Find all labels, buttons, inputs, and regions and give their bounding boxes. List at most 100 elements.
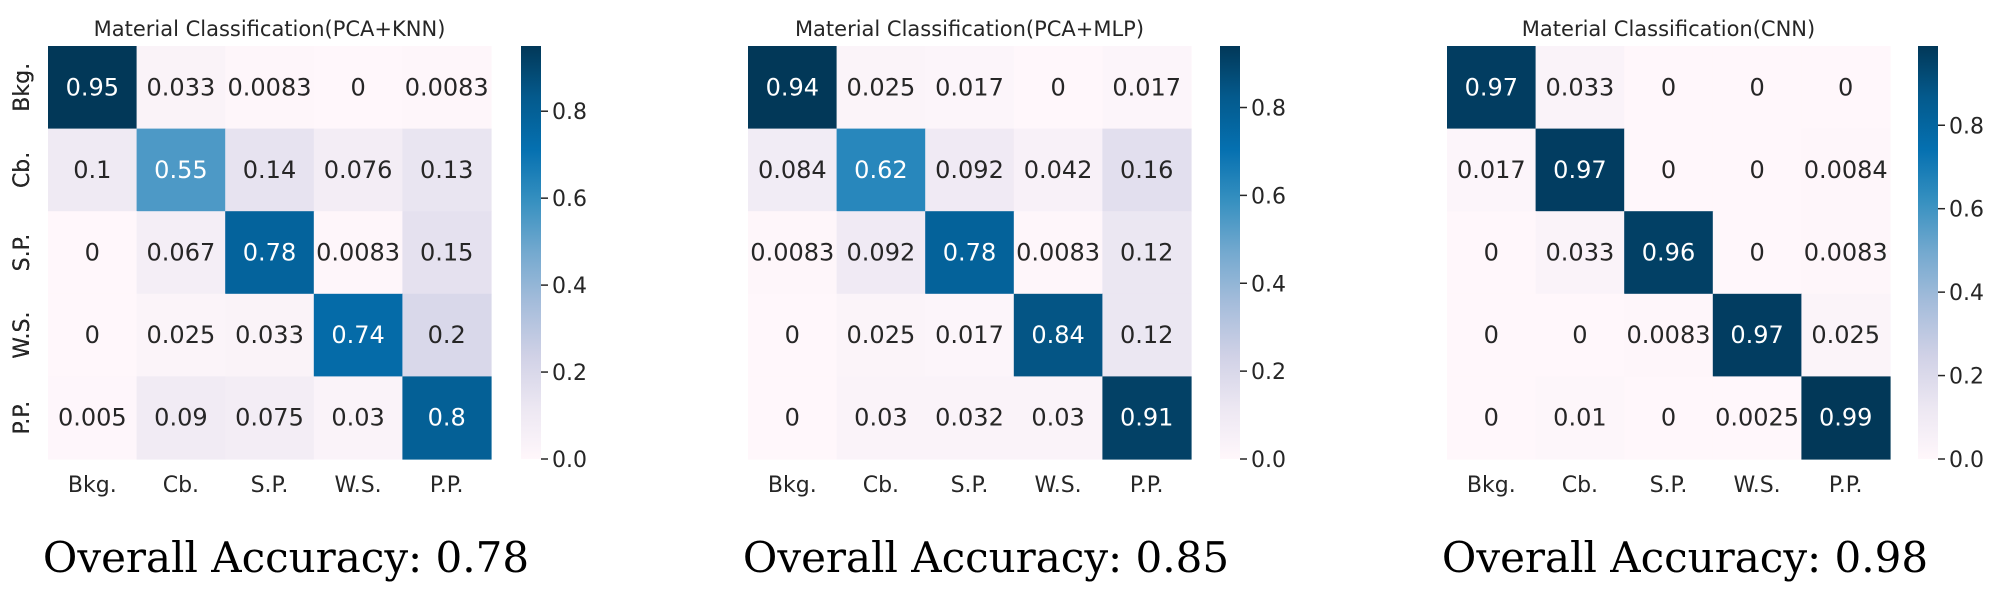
heatmap-cell [925,128,1015,212]
heatmap-cell [402,128,492,212]
heatmap-cell [748,46,838,130]
heatmap-cell [136,211,226,295]
heatmap-panel: Material Classification(PCA+MLP) 0.94 0.02… [10,17,1286,582]
x-tick-label: Bkg. [768,473,817,498]
x-tick-label: P.P. [1829,473,1863,498]
cell-value-label: 0.78 [943,239,996,267]
y-tick-label: Bkg. [10,63,35,112]
y-tick-label: Cb. [10,152,35,188]
colorbar-tick-label: 0.0 [1251,448,1286,473]
cell-value-label: 0 [85,321,100,349]
x-tick-label: Cb. [163,473,199,498]
heatmap-cell [1102,376,1192,460]
x-tick-label: W.S. [335,473,382,498]
heatmap-cell [748,376,838,460]
cell-value-label: 0.017 [1112,73,1181,101]
cell-value-label: 0.084 [758,156,827,184]
colorbar-tick-label: 0.6 [1949,198,1984,223]
colorbar-tick-label: 0.0 [1949,448,1984,473]
cell-value-label: 0.78 [243,239,296,267]
heatmap-cell [1447,211,1537,295]
cell-value-label: 0.14 [243,156,296,184]
colorbar-tick-label: 0.4 [552,274,587,299]
heatmap-cell [402,293,492,377]
heatmap-cell [313,293,403,377]
cell-value-label: 0 [1749,73,1764,101]
colorbar-tick-label: 0.8 [1251,97,1286,122]
colorbar-tick-label: 0.8 [1949,114,1984,139]
heatmap-cell [1624,128,1714,212]
cell-value-label: 0.067 [147,239,216,267]
cell-value-label: 0.092 [847,239,916,267]
cell-value-label: 0.025 [1811,321,1880,349]
heatmap-cell [1535,46,1625,130]
cell-value-label: 0.025 [147,321,216,349]
overall-accuracy-caption: Overall Accuracy: 0.85 [743,533,1229,582]
cell-value-label: 0.017 [935,73,1004,101]
heatmap-cell [1712,128,1802,212]
chart-title: Material Classification(PCA+KNN) [94,17,446,41]
heatmap-cell [313,376,403,460]
heatmap-cell [225,128,315,212]
heatmap-cell [836,46,926,130]
y-tick-label: Cb. [10,152,35,188]
heatmap-cell [1102,128,1192,212]
heatmap-cell [1712,293,1802,377]
cell-value-label: 0.16 [1120,156,1173,184]
heatmap-cell [1013,128,1103,212]
colorbar-tick-label: 0.6 [1251,184,1286,209]
heatmap-cell [1801,46,1891,130]
heatmap-cell [1447,128,1537,212]
heatmap-cell [836,293,926,377]
cell-value-label: 0.025 [847,321,916,349]
cell-value-label: 0.075 [235,404,304,432]
heatmap-cell [836,376,926,460]
cell-value-label: 0.017 [1457,156,1526,184]
cell-value-label: 0.092 [935,156,1004,184]
y-tick-label: P.P. [10,401,35,435]
heatmap-cell [225,211,315,295]
heatmap-cell [925,211,1015,295]
x-tick-label: Cb. [863,473,899,498]
chart-title: Material Classification(CNN) [1522,17,1815,41]
cell-value-label: 0 [1572,321,1587,349]
heatmap-cell [1013,376,1103,460]
cell-value-label: 0.005 [58,404,127,432]
colorbar [521,46,541,459]
y-tick-label: S.P. [10,234,35,272]
heatmap-cell [1712,376,1802,460]
y-tick-label: S.P. [10,234,35,272]
cell-value-label: 0.96 [1642,239,1695,267]
x-tick-label: S.P. [251,473,289,498]
y-tick-label: Bkg. [10,63,35,112]
cell-value-label: 0.13 [420,156,473,184]
heatmap-cell [925,46,1015,130]
heatmap-cell [313,46,403,130]
cell-value-label: 0.94 [766,73,819,101]
cell-value-label: 0.033 [235,321,304,349]
heatmap-cell [313,128,403,212]
overall-accuracy-caption: Overall Accuracy: 0.98 [1442,533,1928,582]
y-tick-label: P.P. [10,401,35,435]
cell-value-label: 0.95 [66,73,119,101]
heatmap-cell [1013,293,1103,377]
cell-value-label: 0 [1661,73,1676,101]
cell-value-label: 0.99 [1819,404,1872,432]
heatmap-cell [748,211,838,295]
heatmap-cell [925,376,1015,460]
y-tick-label: W.S. [10,312,35,359]
heatmap-cell [1801,211,1891,295]
cell-value-label: 0.0083 [316,239,400,267]
heatmap-cell [748,293,838,377]
heatmap-cell [1624,211,1714,295]
cell-value-label: 0.15 [420,239,473,267]
heatmap-cell [1447,46,1537,130]
heatmap-cell [1801,128,1891,212]
x-tick-label: S.P. [951,473,989,498]
cell-value-label: 0.97 [1553,156,1606,184]
cell-value-label: 0.032 [935,404,1004,432]
cell-value-label: 0.076 [324,156,393,184]
cell-value-label: 0.12 [1120,321,1173,349]
heatmap-cell [1535,128,1625,212]
